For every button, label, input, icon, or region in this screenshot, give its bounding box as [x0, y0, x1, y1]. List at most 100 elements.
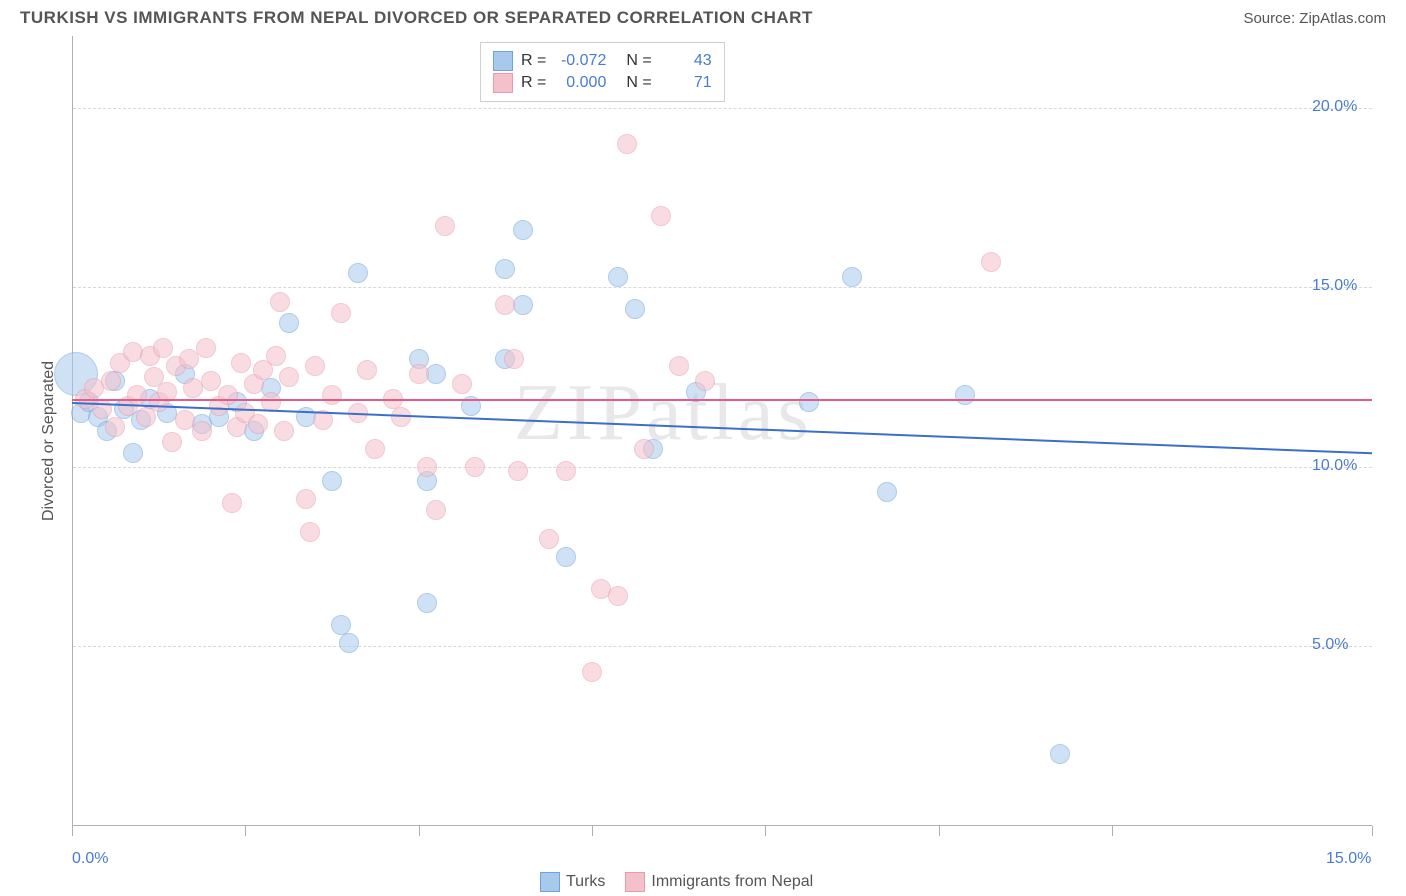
scatter-point	[222, 493, 242, 513]
correlation-chart: 5.0% 10.0% 15.0% 20.0% 0.0% 15.0% Divorced or …	[20, 36, 1386, 896]
scatter-point	[127, 385, 147, 405]
legend-swatch	[493, 51, 513, 71]
plot-area	[72, 36, 1372, 826]
scatter-point	[1050, 744, 1070, 764]
gridline	[73, 287, 1372, 288]
scatter-point	[877, 482, 897, 502]
x-tick	[939, 826, 940, 836]
x-tick	[419, 826, 420, 836]
scatter-point	[435, 216, 455, 236]
y-tick-label: 20.0%	[1312, 98, 1357, 116]
scatter-point	[365, 439, 385, 459]
legend-row: R = 0.000 N = 71	[493, 73, 712, 93]
scatter-point	[582, 662, 602, 682]
scatter-point	[270, 292, 290, 312]
scatter-point	[300, 522, 320, 542]
scatter-point	[101, 371, 121, 391]
stat-value: 71	[658, 74, 712, 92]
stat-value: 0.000	[552, 74, 606, 92]
scatter-point	[266, 346, 286, 366]
y-tick-label: 5.0%	[1312, 636, 1348, 654]
legend-label: Immigrants from Nepal	[651, 873, 813, 891]
chart-header: TURKISH VS IMMIGRANTS FROM NEPAL DIVORCE…	[0, 0, 1406, 32]
scatter-point	[465, 457, 485, 477]
x-tick	[245, 826, 246, 836]
scatter-point	[452, 374, 472, 394]
stats-legend: R = -0.072 N = 43 R = 0.000 N = 71	[480, 42, 725, 102]
y-axis-label: Divorced or Separated	[40, 361, 58, 521]
scatter-point	[123, 443, 143, 463]
scatter-point	[608, 267, 628, 287]
scatter-point	[556, 461, 576, 481]
scatter-point	[162, 432, 182, 452]
scatter-point	[201, 371, 221, 391]
legend-label: Turks	[566, 873, 605, 891]
scatter-point	[981, 252, 1001, 272]
stat-value: -0.072	[552, 52, 606, 70]
gridline	[73, 108, 1372, 109]
scatter-point	[634, 439, 654, 459]
scatter-point	[322, 471, 342, 491]
scatter-point	[331, 303, 351, 323]
scatter-point	[357, 360, 377, 380]
scatter-point	[417, 457, 437, 477]
legend-swatch	[540, 872, 560, 892]
scatter-point	[426, 364, 446, 384]
scatter-point	[504, 349, 524, 369]
stat-label: N =	[626, 52, 651, 70]
x-tick	[765, 826, 766, 836]
x-tick-label: 0.0%	[72, 850, 108, 868]
scatter-point	[339, 633, 359, 653]
scatter-point	[617, 134, 637, 154]
legend-row: R = -0.072 N = 43	[493, 51, 712, 71]
scatter-point	[196, 338, 216, 358]
stat-label: R =	[521, 52, 546, 70]
gridline	[73, 467, 1372, 468]
scatter-point	[842, 267, 862, 287]
scatter-point	[279, 313, 299, 333]
scatter-point	[218, 385, 238, 405]
scatter-point	[556, 547, 576, 567]
x-tick	[1372, 826, 1373, 836]
scatter-point	[513, 295, 533, 315]
x-tick	[592, 826, 593, 836]
scatter-point	[248, 414, 268, 434]
stat-value: 43	[658, 52, 712, 70]
stat-label: N =	[626, 74, 651, 92]
scatter-point	[279, 367, 299, 387]
scatter-point	[508, 461, 528, 481]
scatter-point	[539, 529, 559, 549]
scatter-point	[409, 364, 429, 384]
scatter-point	[426, 500, 446, 520]
chart-title: TURKISH VS IMMIGRANTS FROM NEPAL DIVORCE…	[20, 8, 813, 28]
chart-source: Source: ZipAtlas.com	[1243, 10, 1386, 27]
scatter-point	[417, 593, 437, 613]
x-tick	[72, 826, 73, 836]
scatter-point	[495, 259, 515, 279]
y-tick-label: 15.0%	[1312, 277, 1357, 295]
scatter-point	[695, 371, 715, 391]
scatter-point	[322, 385, 342, 405]
scatter-point	[799, 392, 819, 412]
x-tick-label: 15.0%	[1326, 850, 1371, 868]
scatter-point	[105, 417, 125, 437]
legend-swatch	[625, 872, 645, 892]
x-tick	[1112, 826, 1113, 836]
legend-item: Immigrants from Nepal	[625, 872, 813, 892]
legend-swatch	[493, 73, 513, 93]
series-legend: Turks Immigrants from Nepal	[540, 872, 813, 892]
y-tick-label: 10.0%	[1312, 457, 1357, 475]
scatter-point	[669, 356, 689, 376]
stat-label: R =	[521, 74, 546, 92]
scatter-point	[192, 421, 212, 441]
scatter-point	[513, 220, 533, 240]
scatter-point	[296, 489, 316, 509]
scatter-point	[608, 586, 628, 606]
scatter-point	[955, 385, 975, 405]
scatter-point	[348, 263, 368, 283]
scatter-point	[179, 349, 199, 369]
scatter-point	[625, 299, 645, 319]
legend-item: Turks	[540, 872, 605, 892]
scatter-point	[153, 338, 173, 358]
scatter-point	[495, 295, 515, 315]
